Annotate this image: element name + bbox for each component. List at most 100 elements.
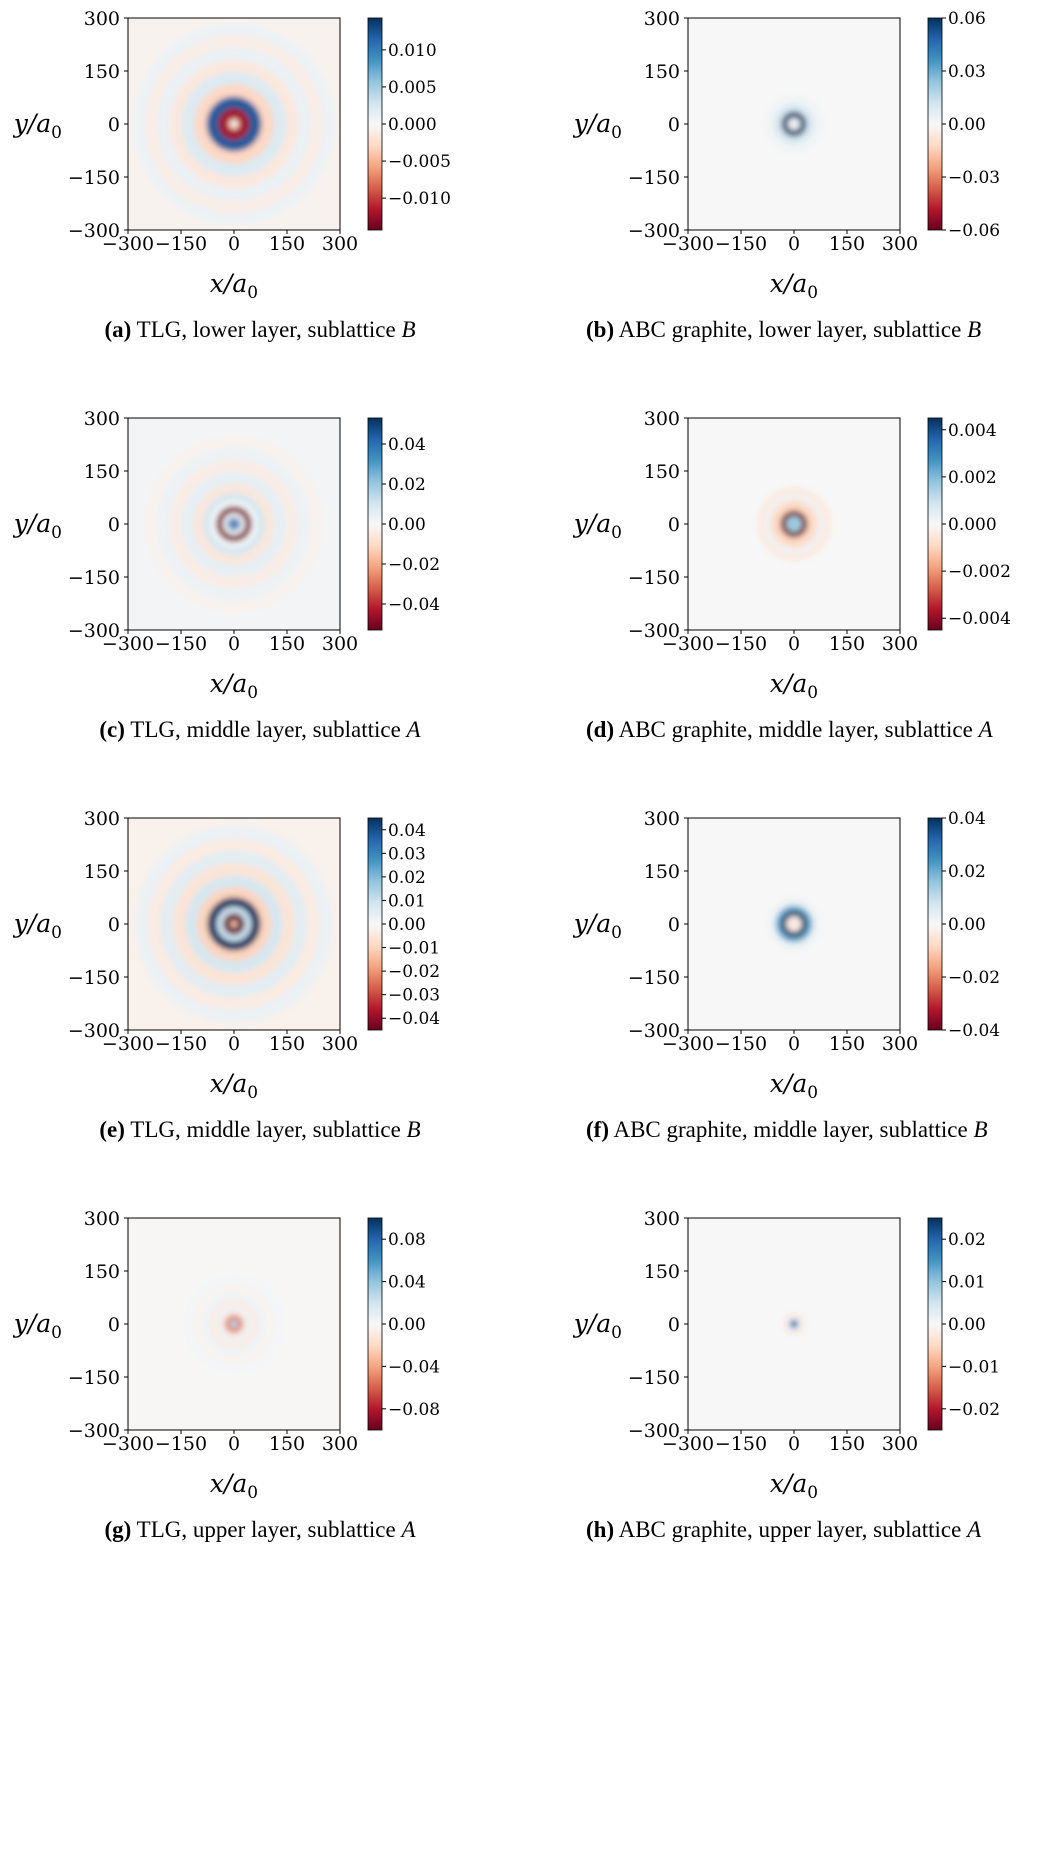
x-axis-label-sub: 0 <box>247 1483 258 1503</box>
x-axis-label-sub: 0 <box>807 683 818 703</box>
x-tick-label: 300 <box>882 233 918 255</box>
caption-italic: A <box>406 717 421 742</box>
caption: (b) ABC graphite, lower layer, sublattic… <box>586 314 1026 345</box>
y-axis-label: y/a0 <box>13 909 62 943</box>
colorbar <box>927 417 943 631</box>
plot-area <box>128 418 340 630</box>
y-axis-label-sub: 0 <box>611 1323 622 1343</box>
x-tick-label: 0 <box>228 233 240 255</box>
caption-panel: (g) <box>104 1517 132 1542</box>
y-tick-label: 150 <box>84 61 120 83</box>
colorbar-tick-label: 0.04 <box>388 1273 426 1293</box>
x-tick-label: −150 <box>715 633 767 655</box>
heatmap <box>132 422 336 626</box>
y-tick-label: 0 <box>108 114 120 136</box>
y-axis-label-sub: 0 <box>611 923 622 943</box>
y-axis-label-sub: 0 <box>611 523 622 543</box>
x-tick-label: −150 <box>155 1433 207 1455</box>
x-axis-label-main: x/a <box>770 269 807 298</box>
x-tick-label: −150 <box>715 1433 767 1455</box>
y-tick-label: 300 <box>644 1208 680 1230</box>
y-tick-label: 150 <box>644 1261 680 1283</box>
x-axis-label: x/a0 <box>770 669 818 703</box>
caption: (g) TLG, upper layer, sublattice A <box>20 1514 500 1545</box>
heat-ring <box>791 521 797 527</box>
colorbar-tick-label: 0.010 <box>388 41 437 61</box>
y-axis-label-sub: 0 <box>51 923 62 943</box>
y-tick-label: 0 <box>668 914 680 936</box>
colorbar <box>367 417 383 631</box>
heatmap <box>128 18 340 230</box>
heat-ring <box>232 522 236 526</box>
heatmap <box>128 818 340 1030</box>
caption: (a) TLG, lower layer, sublattice B <box>20 314 500 345</box>
y-tick-label: −150 <box>628 967 680 989</box>
y-tick-label: 300 <box>84 408 120 430</box>
y-axis-label: y/a0 <box>573 509 622 543</box>
y-axis-label: y/a0 <box>573 109 622 143</box>
x-tick-label: −150 <box>715 1033 767 1055</box>
colorbar <box>927 17 943 231</box>
y-axis-label-main: y/a <box>573 1309 611 1338</box>
colorbar-tick-label: 0.03 <box>948 62 986 82</box>
y-axis-label-sub: 0 <box>51 1323 62 1343</box>
y-tick-label: 300 <box>84 8 120 30</box>
colorbar-tick-label: 0.06 <box>948 9 986 29</box>
colorbar-tick-label: 0.00 <box>948 115 986 135</box>
y-axis-label-main: y/a <box>13 1309 51 1338</box>
x-tick-label: 0 <box>228 1033 240 1055</box>
y-axis-label-main: y/a <box>573 109 611 138</box>
colorbar <box>927 817 943 1031</box>
x-axis-label-sub: 0 <box>807 1083 818 1103</box>
x-axis-label-sub: 0 <box>807 283 818 303</box>
colorbar-tick-label: 0.02 <box>948 1230 986 1250</box>
colorbar-tick-label: 0.00 <box>388 915 426 935</box>
colorbar-tick-label: 0.01 <box>388 891 426 911</box>
y-axis-label-sub: 0 <box>51 523 62 543</box>
x-tick-label: −300 <box>662 633 714 655</box>
caption-italic: B <box>401 317 416 342</box>
y-tick-label: 150 <box>84 461 120 483</box>
y-axis-label-main: y/a <box>13 509 51 538</box>
colorbar-tick-label: 0.03 <box>388 844 426 864</box>
caption: (e) TLG, middle layer, sublattice B <box>20 1114 500 1145</box>
y-axis-label: y/a0 <box>13 509 62 543</box>
caption-panel: (a) <box>104 317 132 342</box>
caption-text: TLG, lower layer, sublattice <box>136 317 396 342</box>
x-axis-label: x/a0 <box>770 269 818 303</box>
heatmap <box>777 1307 811 1341</box>
x-axis-label-main: x/a <box>770 669 807 698</box>
colorbar-tick-label: 0.04 <box>948 809 986 829</box>
y-axis-label: y/a0 <box>13 1309 62 1343</box>
y-axis-label-main: y/a <box>573 909 611 938</box>
colorbar-tick-label: −0.01 <box>388 939 440 959</box>
x-tick-label: 150 <box>269 1033 305 1055</box>
colorbar-tick-label: 0.00 <box>948 1315 986 1335</box>
y-tick-label: 0 <box>108 1314 120 1336</box>
caption-panel: (e) <box>99 1117 125 1142</box>
colorbar-tick-label: −0.04 <box>388 1009 440 1029</box>
x-tick-label: 0 <box>788 633 800 655</box>
y-tick-label: 150 <box>644 461 680 483</box>
y-tick-label: −300 <box>628 1020 680 1042</box>
colorbar-tick-label: −0.01 <box>948 1357 1000 1377</box>
caption-italic: A <box>967 1517 982 1542</box>
x-tick-label: 300 <box>322 233 358 255</box>
plot-area <box>128 18 340 230</box>
x-tick-label: −150 <box>155 233 207 255</box>
x-tick-label: 300 <box>882 633 918 655</box>
heat-ring <box>232 1322 236 1326</box>
plot-area <box>128 1218 340 1430</box>
y-tick-label: 150 <box>84 1261 120 1283</box>
y-axis-label-main: y/a <box>13 909 51 938</box>
y-tick-label: 300 <box>644 8 680 30</box>
caption-panel: (c) <box>99 717 125 742</box>
x-tick-label: 0 <box>228 633 240 655</box>
plot-area <box>688 18 900 230</box>
x-tick-label: −150 <box>155 1033 207 1055</box>
y-axis-label: y/a0 <box>573 1309 622 1343</box>
caption-text: TLG, middle layer, sublattice <box>130 1117 401 1142</box>
colorbar-tick-label: −0.02 <box>388 555 440 575</box>
y-tick-label: −150 <box>68 967 120 989</box>
caption-text: ABC graphite, lower layer, sublattice <box>618 317 962 342</box>
